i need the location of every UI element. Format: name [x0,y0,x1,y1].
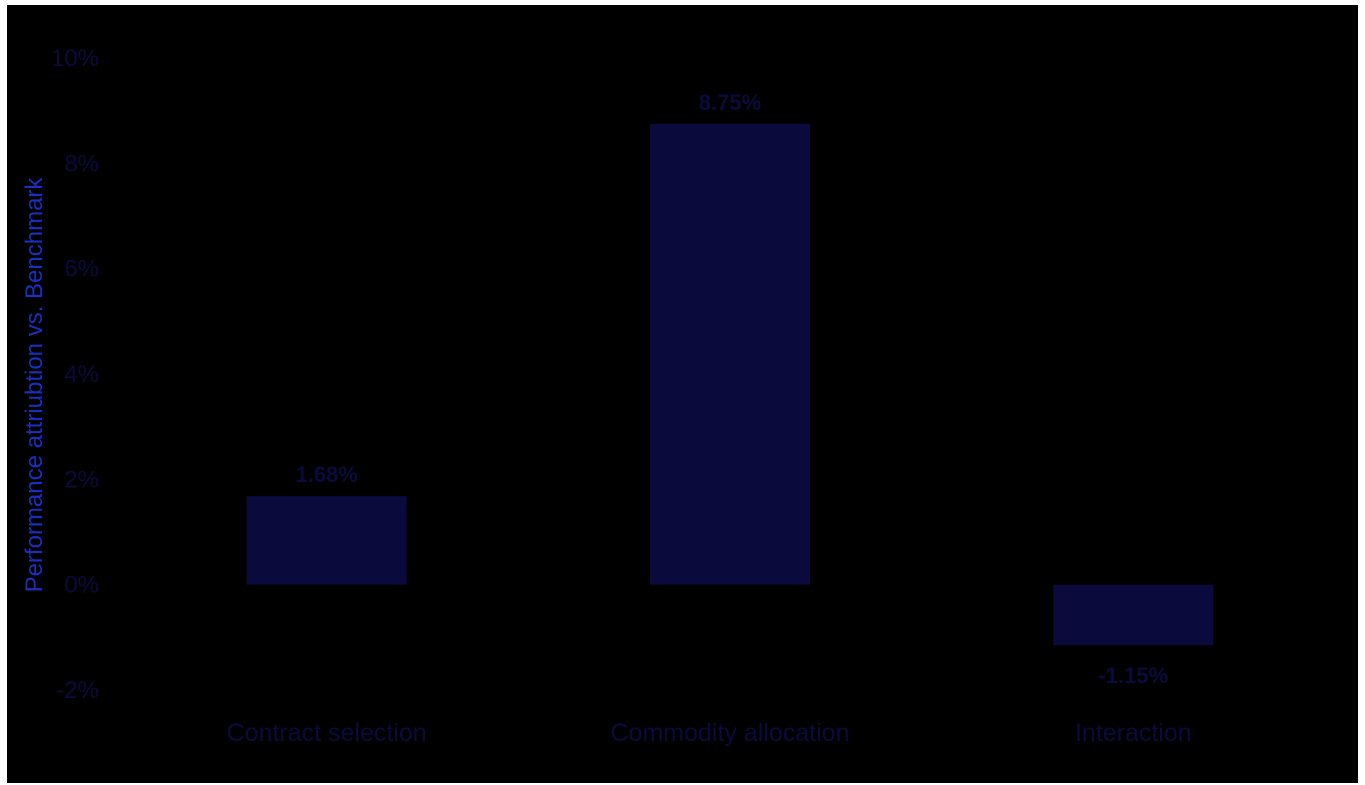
y-tick-label: 2% [64,466,99,493]
y-tick-label: 0% [64,572,99,599]
bar-data-label: -1.15% [1098,663,1168,688]
x-category-label: Commodity allocation [611,719,850,747]
y-tick-label: 8% [64,150,99,177]
bars [246,123,1214,646]
x-axis-labels: Contract selection Commodity allocation In… [227,719,1192,747]
x-category-label: Interaction [1075,719,1192,747]
y-axis-ticks: -2% 0% 2% 4% 6% 8% 10% [51,45,99,704]
data-labels: 1.68% 8.75% -1.15% [295,90,1168,688]
y-axis-title: Performance attriubtion vs. Benchmark [21,177,48,593]
bar [246,496,407,585]
bar [1053,584,1214,646]
y-tick-label: 6% [64,256,99,283]
bar-data-label: 8.75% [699,90,761,115]
bar-data-label: 1.68% [295,462,357,487]
y-tick-label: 4% [64,361,99,388]
y-tick-label: -2% [56,677,99,704]
bar [650,123,810,585]
y-tick-label: 10% [51,45,99,72]
x-category-label: Contract selection [227,719,427,747]
